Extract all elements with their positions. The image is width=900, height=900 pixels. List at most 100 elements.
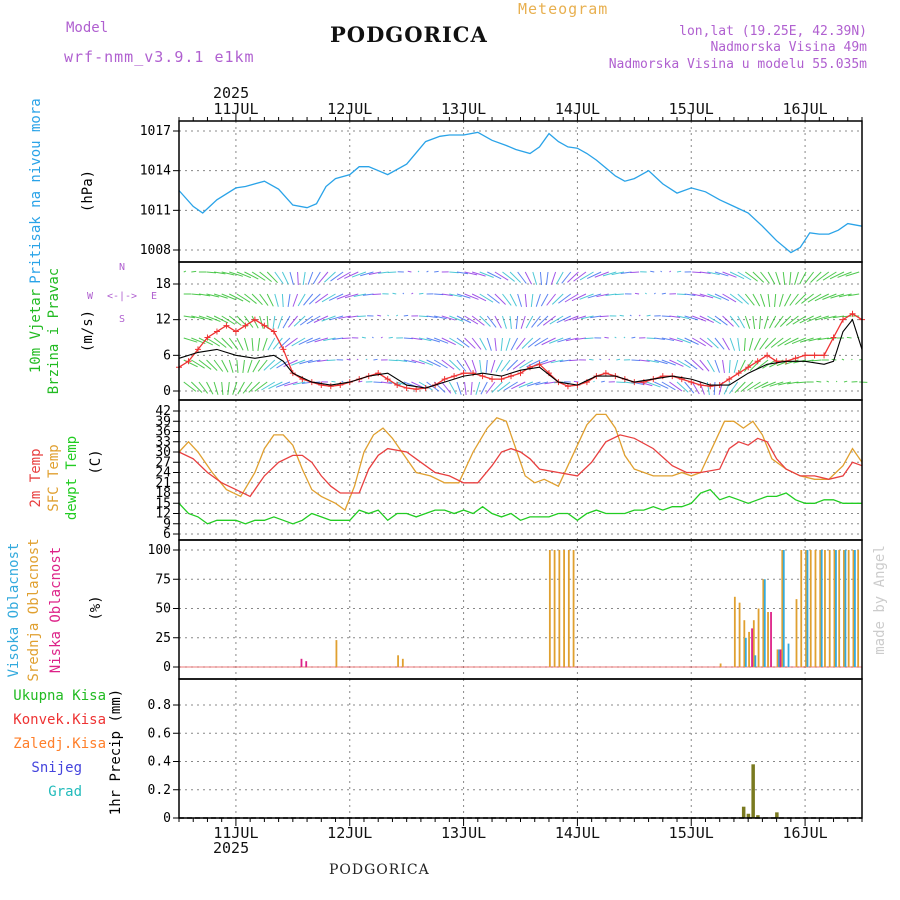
wind-barb [707, 337, 719, 349]
wind-barb [395, 314, 399, 317]
wind-barb [434, 293, 444, 296]
y-tick-label-clouds: 0 [163, 660, 171, 675]
wind-barb [676, 270, 682, 273]
wind-barb [661, 292, 666, 295]
wind-barb [661, 315, 671, 318]
wind-barb [599, 315, 609, 318]
wind-barb [380, 336, 383, 339]
wind-barb [692, 271, 702, 274]
wind-barb [486, 293, 500, 304]
wind-barb [835, 380, 838, 383]
wind-barb [434, 270, 439, 273]
cloud-bar [833, 550, 836, 667]
wind-barb [206, 381, 214, 395]
y-tick-label-clouds: 75 [155, 572, 171, 587]
wind-barb [775, 271, 781, 285]
wind-barb [237, 381, 245, 395]
y-tick-label-temperature: 42 [155, 404, 171, 419]
y-tick-label-pressure: 1014 [140, 164, 171, 179]
day-label-top: 14JUL [555, 100, 600, 118]
wind-barb [573, 380, 579, 383]
wind-barb [321, 293, 336, 303]
wind-barb [324, 271, 336, 283]
wind-barb [456, 381, 462, 395]
wind-barb [816, 271, 830, 282]
y-tick-label-pressure: 1017 [140, 124, 171, 139]
pressure-unit-label: (hPa) [80, 170, 96, 212]
wind-speed-point [536, 361, 543, 368]
wind-side-label-1: 10m Vjetar [28, 289, 44, 373]
day-label-top: 15JUL [669, 100, 714, 118]
wind-barb [646, 359, 659, 364]
cloud-bar [770, 612, 772, 667]
wind-barb [654, 359, 668, 365]
cloud-bar [744, 637, 747, 667]
wind-barb [312, 271, 321, 285]
wind-barb [778, 293, 784, 307]
wind-barb [417, 270, 420, 273]
wind-barb [206, 315, 221, 323]
wind-barb [281, 293, 284, 308]
wind-barb [506, 359, 519, 371]
day-label-bottom: 16JUL [783, 824, 828, 842]
wind-barb [737, 315, 746, 329]
wind-barb [545, 271, 549, 286]
wind-barb [676, 315, 690, 320]
wind-barb [676, 381, 689, 393]
wind-barb [229, 271, 244, 277]
wind-barb [676, 337, 692, 344]
wind-barb [734, 381, 746, 394]
y-tick-label-clouds: 50 [155, 602, 171, 617]
wind-barb [669, 337, 683, 343]
cloud-bar [401, 658, 404, 667]
day-label-bottom: 15JUL [669, 824, 714, 842]
wind-barb [779, 315, 792, 327]
wind-barb [838, 293, 852, 298]
wind-speed-point [280, 346, 287, 353]
wind-barb [353, 293, 366, 298]
wind-barb [589, 358, 594, 361]
wind-barb [823, 315, 837, 320]
wind-barb [777, 337, 792, 347]
wind-barb [267, 337, 276, 351]
wind-barb [344, 271, 359, 279]
wind-barb [433, 359, 448, 369]
wind-barb [684, 337, 699, 345]
cloud-bar [567, 550, 570, 667]
wind-barb [303, 293, 314, 306]
wind-barb [653, 292, 656, 295]
wind-barb [257, 359, 268, 372]
y-tick-label-temperature: 6 [163, 527, 171, 542]
y-tick-label-pressure: 1008 [140, 243, 171, 258]
compass-arrows: <-|-> [107, 291, 137, 302]
wind-barb [714, 315, 728, 326]
wind-barb [278, 337, 291, 349]
wind-barb [515, 315, 519, 330]
wind-barb [801, 293, 814, 304]
watermark: made by Angel [872, 545, 888, 655]
wind-barb [691, 381, 700, 395]
wind-barb [767, 271, 776, 285]
wind-speed-point [849, 310, 856, 317]
wind-barb [829, 271, 845, 280]
wind-speed-point [840, 316, 847, 323]
compass-n: N [119, 262, 125, 273]
wind-barb [502, 271, 515, 282]
cloud-bar [820, 550, 823, 667]
wind-barb [684, 315, 699, 321]
precip-side-label-4: Grad [48, 784, 82, 800]
wind-barb [661, 381, 676, 391]
wind-barb [464, 271, 478, 276]
cloud-bar [824, 550, 826, 667]
footer-station: PODGORICA [329, 862, 430, 878]
wind-barb [314, 337, 329, 343]
wind-barb [729, 293, 743, 304]
y-tick-label-precip: 0.4 [148, 755, 172, 770]
wind-barb [784, 293, 792, 307]
wind-barb [669, 315, 681, 318]
wind-barb [407, 270, 412, 273]
wind-barb [306, 337, 321, 344]
wind-barb [494, 315, 502, 329]
wind-barb [614, 336, 617, 339]
wind-barb [619, 314, 624, 317]
